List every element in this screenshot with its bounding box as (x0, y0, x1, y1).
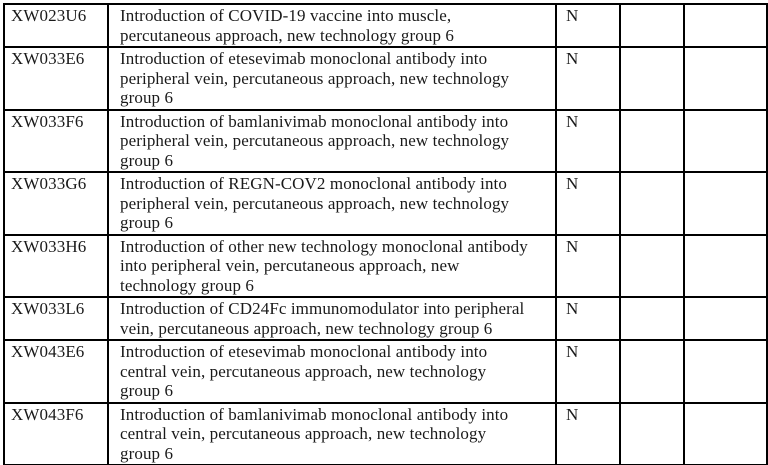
empty-cell-1 (619, 233, 685, 298)
description-cell: Introduction of etesevimab monoclonal an… (107, 339, 557, 404)
empty-cell-2 (683, 46, 768, 111)
description-cell: Introduction of COVID-19 vaccine into mu… (107, 3, 557, 48)
empty-cell-1 (619, 46, 685, 111)
empty-cell-2 (683, 339, 768, 404)
code-cell: XW033G6 (3, 171, 109, 236)
code-cell: XW033E6 (3, 46, 109, 111)
empty-cell-1 (619, 401, 685, 465)
table-row: XW043E6 Introduction of etesevimab monocl… (3, 339, 768, 404)
flag-cell: N (555, 233, 621, 298)
empty-cell-2 (683, 296, 768, 341)
table-row: XW033G6 Introduction of REGN-COV2 monoclo… (3, 171, 768, 236)
code-cell: XW043F6 (3, 401, 109, 465)
empty-cell-2 (683, 171, 768, 236)
table-row: XW033H6 Introduction of other new technol… (3, 233, 768, 298)
code-cell: XW033F6 (3, 108, 109, 173)
empty-cell-1 (619, 171, 685, 236)
empty-cell-2 (683, 233, 768, 298)
description-cell: Introduction of bamlanivimab monoclonal … (107, 401, 557, 465)
code-cell: XW023U6 (3, 3, 109, 48)
table-row: XW033E6 Introduction of etesevimab monocl… (3, 46, 768, 111)
table-row: XW033L6 Introduction of CD24Fc immunomodu… (3, 296, 768, 341)
description-cell: Introduction of other new technology mon… (107, 233, 557, 298)
flag-cell: N (555, 171, 621, 236)
empty-cell-2 (683, 401, 768, 465)
flag-cell: N (555, 296, 621, 341)
table-row: XW033F6 Introduction of bamlanivimab mono… (3, 108, 768, 173)
table-row: XW023U6 Introduction of COVID-19 vaccine … (3, 3, 768, 48)
empty-cell-2 (683, 108, 768, 173)
flag-cell: N (555, 46, 621, 111)
empty-cell-1 (619, 296, 685, 341)
code-cell: XW043E6 (3, 339, 109, 404)
table-body: XW023U6 Introduction of COVID-19 vaccine … (3, 3, 768, 465)
empty-cell-1 (619, 339, 685, 404)
code-cell: XW033L6 (3, 296, 109, 341)
empty-cell-2 (683, 3, 768, 48)
code-cell: XW033H6 (3, 233, 109, 298)
flag-cell: N (555, 401, 621, 465)
empty-cell-1 (619, 108, 685, 173)
description-cell: Introduction of etesevimab monoclonal an… (107, 46, 557, 111)
empty-cell-1 (619, 3, 685, 48)
flag-cell: N (555, 3, 621, 48)
procedure-codes-table: XW023U6 Introduction of COVID-19 vaccine … (3, 3, 768, 465)
table-row: XW043F6 Introduction of bamlanivimab mono… (3, 401, 768, 465)
description-cell: Introduction of CD24Fc immunomodulator i… (107, 296, 557, 341)
description-cell: Introduction of bamlanivimab monoclonal … (107, 108, 557, 173)
description-cell: Introduction of REGN-COV2 monoclonal ant… (107, 171, 557, 236)
flag-cell: N (555, 108, 621, 173)
flag-cell: N (555, 339, 621, 404)
